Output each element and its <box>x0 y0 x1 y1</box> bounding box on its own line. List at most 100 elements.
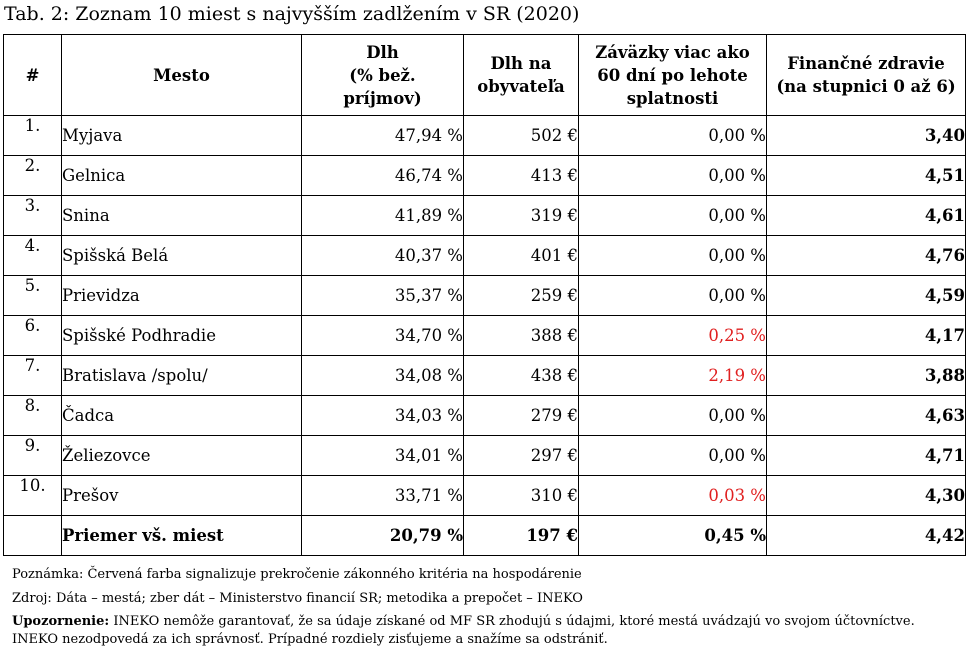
header-financial-health: Finančné zdravie (na stupnici 0 až 6) <box>766 34 966 116</box>
table-row: 6. Spišské Podhradie 34,70 % 388 €0,25 % 4,1… <box>3 315 966 356</box>
row-financial-health: 3,88 <box>766 355 966 396</box>
row-debt-per-capita: 310 € <box>463 475 579 516</box>
debt-table: # Mesto Dlh (% bež. príjmov) Dlh na obyv… <box>3 34 966 556</box>
average-row: Priemer vš. miest 20,79 % 197 € 0,45 % 4… <box>3 515 966 556</box>
row-city: Gelnica <box>61 155 302 196</box>
row-financial-health: 4,63 <box>766 395 966 436</box>
table-row: 10. Prešov 33,71 % 310 €0,03 % 4,30 <box>3 475 966 516</box>
warning-text: Upozornenie: INEKO nemôže garantovať, že… <box>12 613 915 649</box>
row-city: Prievidza <box>61 275 302 316</box>
row-overdue: 0,00 % <box>578 195 767 236</box>
header-debt-per-capita: Dlh na obyvateľa <box>463 34 579 116</box>
header-city: Mesto <box>61 34 302 116</box>
row-rank: 6. <box>3 315 62 356</box>
table-row: 3. Snina 41,89 % 319 €0,00 % 4,61 <box>3 195 966 236</box>
row-overdue: 0,03 % <box>578 475 767 516</box>
table-row: 2. Gelnica 46,74 % 413 €0,00 % 4,51 <box>3 155 966 196</box>
header-row: # Mesto Dlh (% bež. príjmov) Dlh na obyv… <box>3 34 966 116</box>
row-debt-per-capita: 279 € <box>463 395 579 436</box>
row-debt: 34,70 % <box>301 315 464 356</box>
row-overdue: 0,00 % <box>578 275 767 316</box>
header-overdue-line1: Záväzky viac ako <box>595 42 750 62</box>
row-rank: 8. <box>3 395 62 436</box>
table-row: 4. Spišská Belá 40,37 % 401 €0,00 % 4,76 <box>3 235 966 276</box>
row-rank: 4. <box>3 235 62 276</box>
header-health-line2: (na stupnici 0 až 6) <box>776 77 956 96</box>
row-debt: 34,08 % <box>301 355 464 396</box>
average-debt: 20,79 % <box>301 515 464 556</box>
row-city: Bratislava /spolu/ <box>61 355 302 396</box>
header-debt-line2: (% bež. <box>349 65 416 85</box>
header-debt-line1: Dlh <box>366 42 399 62</box>
header-debt-line3: príjmov) <box>343 88 422 108</box>
average-num-cell <box>3 515 62 556</box>
row-financial-health: 4,71 <box>766 435 966 476</box>
average-overdue: 0,45 % <box>578 515 767 556</box>
row-overdue: 2,19 % <box>578 355 767 396</box>
row-financial-health: 4,51 <box>766 155 966 196</box>
row-debt: 41,89 % <box>301 195 464 236</box>
row-city: Prešov <box>61 475 302 516</box>
row-debt-per-capita: 388 € <box>463 315 579 356</box>
row-rank: 2. <box>3 155 62 196</box>
footnotes: Poznámka: Červená farba signalizuje prek… <box>12 565 915 653</box>
table-row: 5. Prievidza 35,37 % 259 €0,00 % 4,59 <box>3 275 966 316</box>
row-rank: 5. <box>3 275 62 316</box>
header-overdue-line2: 60 dní po lehote <box>597 65 748 85</box>
row-debt: 46,74 % <box>301 155 464 196</box>
row-financial-health: 3,40 <box>766 115 966 156</box>
header-overdue-line3: splatnosti <box>626 88 719 108</box>
warning-label: Upozornenie: <box>12 614 110 629</box>
row-rank: 7. <box>3 355 62 396</box>
row-city: Myjava <box>61 115 302 156</box>
row-debt-per-capita: 297 € <box>463 435 579 476</box>
row-rank: 9. <box>3 435 62 476</box>
row-city: Spišské Podhradie <box>61 315 302 356</box>
warning-line2: INEKO nezodpovedá za ich správnosť. Príp… <box>12 632 608 647</box>
row-debt: 47,94 % <box>301 115 464 156</box>
row-city: Čadca <box>61 395 302 436</box>
row-overdue: 0,00 % <box>578 395 767 436</box>
row-financial-health: 4,61 <box>766 195 966 236</box>
average-financial-health: 4,42 <box>766 515 966 556</box>
row-rank: 3. <box>3 195 62 236</box>
average-debt-per-capita: 197 € <box>463 515 579 556</box>
row-rank: 1. <box>3 115 62 156</box>
row-debt-per-capita: 502 € <box>463 115 579 156</box>
row-debt-per-capita: 319 € <box>463 195 579 236</box>
header-num: # <box>3 34 62 116</box>
average-label: Priemer vš. miest <box>61 515 302 556</box>
header-debt-pc-line1: Dlh na <box>490 54 552 73</box>
row-rank: 10. <box>3 475 62 516</box>
row-debt: 34,01 % <box>301 435 464 476</box>
row-debt-per-capita: 401 € <box>463 235 579 276</box>
row-overdue: 0,00 % <box>578 235 767 276</box>
row-debt: 40,37 % <box>301 235 464 276</box>
row-debt-per-capita: 438 € <box>463 355 579 396</box>
note-text: Poznámka: Červená farba signalizuje prek… <box>12 567 582 582</box>
table-row: 8. Čadca 34,03 % 279 €0,00 % 4,63 <box>3 395 966 436</box>
row-financial-health: 4,76 <box>766 235 966 276</box>
header-health-line1: Finančné zdravie <box>787 54 945 73</box>
row-debt: 34,03 % <box>301 395 464 436</box>
table-row: 1. Myjava 47,94 % 502 €0,00 % 3,40 <box>3 115 966 156</box>
row-financial-health: 4,17 <box>766 315 966 356</box>
row-debt-per-capita: 259 € <box>463 275 579 316</box>
row-overdue: 0,25 % <box>578 315 767 356</box>
source-text: Zdroj: Dáta – mestá; zber dát – Minister… <box>12 591 583 606</box>
row-overdue: 0,00 % <box>578 115 767 156</box>
row-financial-health: 4,59 <box>766 275 966 316</box>
table-row: 7. Bratislava /spolu/34,08 % 438 €2,19 % 3,… <box>3 355 966 396</box>
row-financial-health: 4,30 <box>766 475 966 516</box>
row-overdue: 0,00 % <box>578 155 767 196</box>
header-debt: Dlh (% bež. príjmov) <box>301 34 464 116</box>
row-city: Spišská Belá <box>61 235 302 276</box>
header-overdue: Záväzky viac ako 60 dní po lehote splatn… <box>578 34 767 116</box>
row-debt: 33,71 % <box>301 475 464 516</box>
row-debt: 35,37 % <box>301 275 464 316</box>
row-overdue: 0,00 % <box>578 435 767 476</box>
warning-line1: INEKO nemôže garantovať, že sa údaje zís… <box>109 614 915 629</box>
row-city: Snina <box>61 195 302 236</box>
table-row: 9. Želiezovce 34,01 % 297 €0,00 % 4,71 <box>3 435 966 476</box>
row-city: Želiezovce <box>61 435 302 476</box>
